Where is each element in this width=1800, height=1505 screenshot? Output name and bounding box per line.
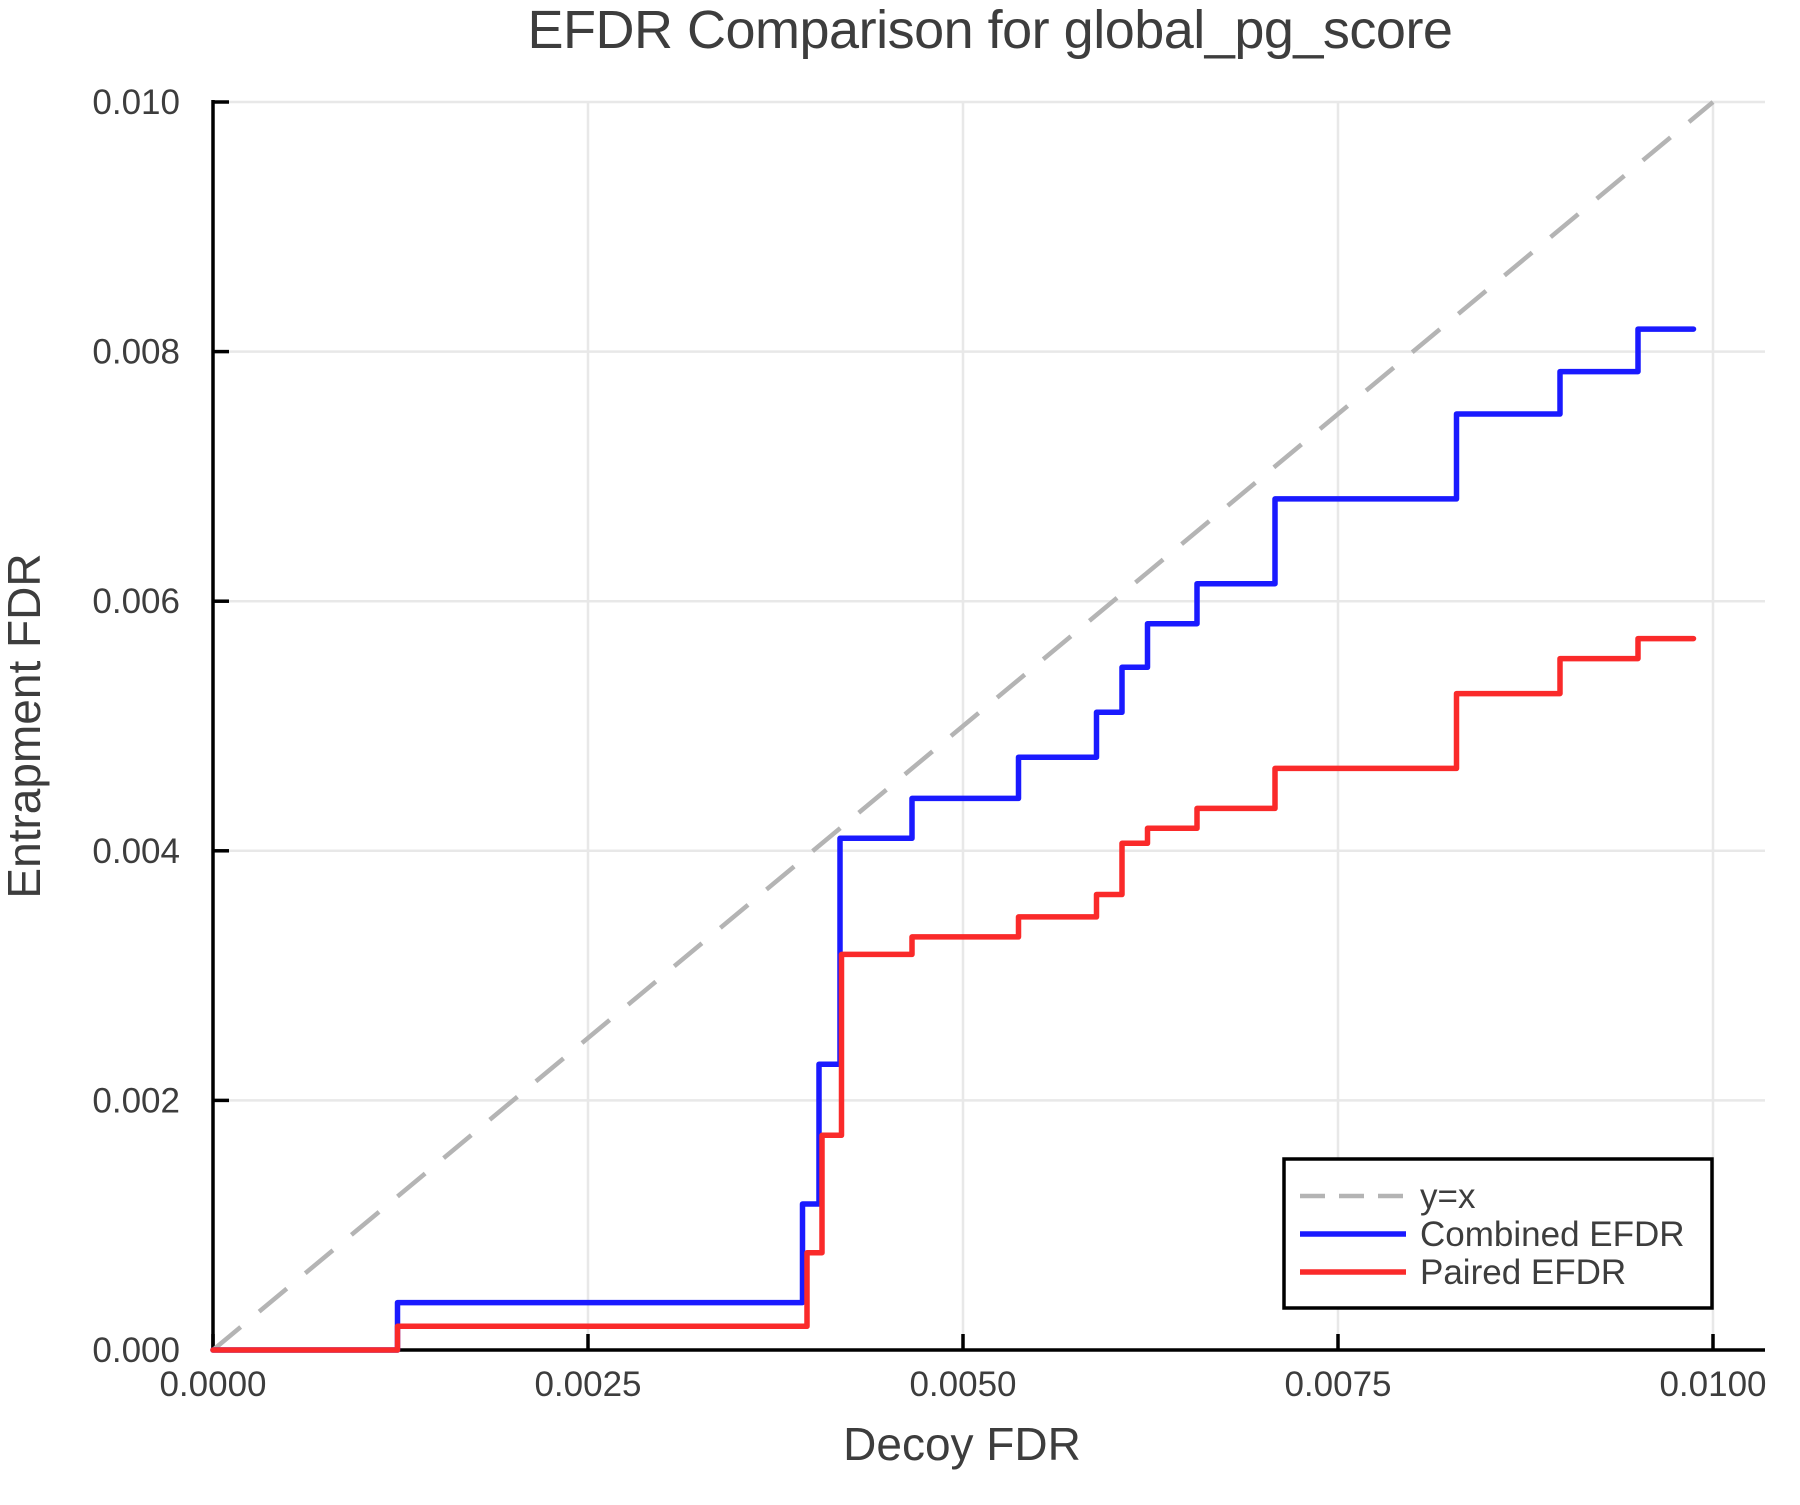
x-tick-label: 0.0075 <box>1284 1365 1391 1404</box>
series-layer <box>210 100 1715 1353</box>
x-axis-label: Decoy FDR <box>843 1418 1081 1470</box>
tick-labels: 0.0000 0.0025 0.0050 0.0075 0.0100 0.000 0.002… <box>92 83 1766 1404</box>
identity-line <box>211 100 1715 1352</box>
x-tick-label: 0.0025 <box>534 1365 641 1404</box>
x-tick-label: 0.0000 <box>159 1365 266 1404</box>
y-axis-label: Entrapment FDR <box>0 553 50 898</box>
x-tick-label: 0.0050 <box>909 1365 1016 1404</box>
legend-item-identity: y=x <box>1300 1177 1476 1216</box>
y-tick-label: 0.006 <box>92 582 180 621</box>
legend: y=x Combined EFDR Paired EFDR <box>1282 1157 1714 1310</box>
axes-spines <box>211 100 1765 1352</box>
y-tick-label: 0.000 <box>92 1331 180 1370</box>
y-tick-label: 0.010 <box>92 83 180 122</box>
x-tick-label: 0.0100 <box>1659 1365 1766 1404</box>
legend-item-paired: Paired EFDR <box>1300 1253 1626 1292</box>
legend-item-combined: Combined EFDR <box>1300 1215 1685 1254</box>
y-tick-label: 0.004 <box>92 832 180 871</box>
legend-label-paired: Paired EFDR <box>1420 1253 1626 1292</box>
chart-title: EFDR Comparison for global_pg_score <box>528 0 1453 60</box>
legend-label-identity: y=x <box>1420 1177 1476 1216</box>
legend-label-combined: Combined EFDR <box>1420 1215 1685 1254</box>
paired-efdr-line <box>210 635 1697 1353</box>
y-tick-label: 0.008 <box>92 333 180 372</box>
y-tick-label: 0.002 <box>92 1081 180 1120</box>
combined-efdr-line <box>210 326 1697 1353</box>
